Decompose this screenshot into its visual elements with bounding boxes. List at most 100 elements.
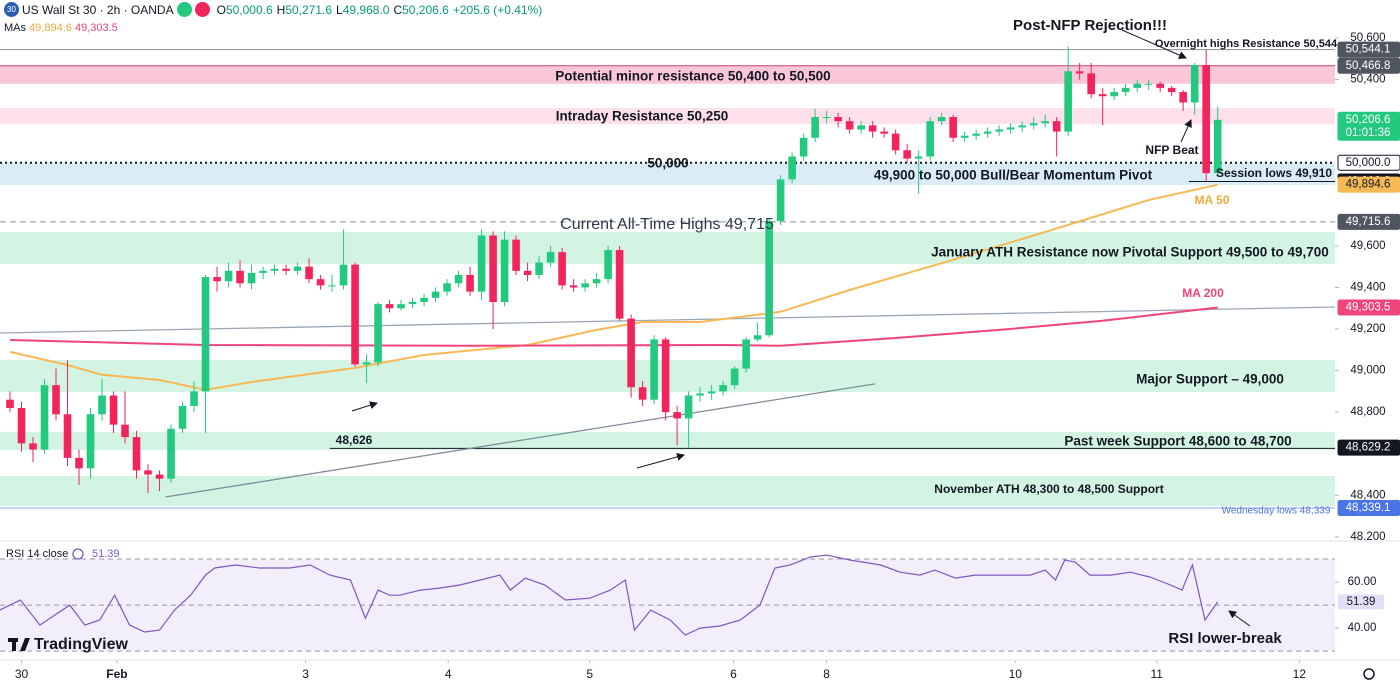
candle-body: [742, 339, 750, 369]
price-label-box: [1337, 299, 1400, 316]
y-tick-label: 49,400: [1350, 281, 1385, 293]
x-tick-label: 12: [1293, 667, 1307, 681]
arrow: [1228, 610, 1251, 627]
annotation: November ATH 48,300 to 48,500 Support: [934, 482, 1163, 496]
zone: [0, 231, 1335, 264]
price-label: 49,894.6: [1346, 179, 1391, 191]
candle-body: [190, 391, 198, 406]
candle-body: [385, 304, 394, 309]
candle-body: [684, 395, 693, 419]
candle-body: [1029, 123, 1038, 126]
moving-average: [9, 183, 1218, 391]
ohlc-value: 49,968.0: [342, 2, 390, 17]
candle-body: [328, 285, 336, 287]
ohlc-key: O: [216, 2, 226, 17]
candle-body: [673, 412, 681, 419]
price-label-box: [1337, 57, 1400, 74]
ma-value: 49,303.5: [74, 22, 118, 34]
price-label: 48,629.2: [1346, 442, 1391, 454]
candle-body: [213, 277, 221, 282]
candle-body: [546, 252, 555, 263]
candle-body: [1087, 73, 1095, 95]
candle-body: [776, 179, 785, 221]
candle-body: [167, 428, 175, 479]
symbol: US Wall St 30 · 2h · OANDA: [22, 2, 174, 17]
candle-body: [1121, 87, 1130, 93]
candle-body: [638, 387, 647, 400]
countdown: 01:01:36: [1346, 127, 1391, 139]
price-label-box: [1337, 41, 1400, 58]
candle-body: [305, 266, 313, 280]
candle-body: [1006, 127, 1015, 130]
annotation: Potential minor resistance 50,400 to 50,…: [555, 69, 830, 84]
candle-body: [891, 133, 900, 151]
candle-body: [811, 117, 819, 138]
candle-body: [903, 150, 911, 159]
ma-value: 49,894.6: [29, 22, 72, 34]
rsi-value: 51.39: [92, 548, 120, 560]
ohlc-key: C: [393, 2, 403, 17]
candle-body: [420, 297, 428, 303]
candle-body: [569, 285, 578, 288]
candle-body: [1064, 71, 1072, 132]
candle-body: [1179, 92, 1187, 103]
candle-body: [98, 395, 106, 415]
candle-body: [293, 266, 302, 271]
rsi-y-tick-label: 60.00: [1348, 576, 1377, 588]
candle-body: [282, 268, 290, 271]
brand: TradingView: [34, 636, 129, 653]
x-tick-label: 10: [1009, 667, 1023, 681]
moving-average: [9, 306, 1218, 347]
candle-body: [466, 274, 474, 292]
candle-body: [339, 264, 348, 286]
candle-body: [397, 304, 405, 309]
rsi-icon: [72, 548, 84, 560]
zones: [0, 66, 1335, 506]
price-label: 50,000.0: [1346, 157, 1391, 169]
candle-body: [1190, 65, 1199, 103]
lines: [0, 49, 1336, 509]
candle-body: [650, 339, 658, 400]
candle-body: [247, 272, 256, 284]
price-label-box: [1337, 439, 1400, 456]
candle-body: [535, 262, 543, 275]
candle-body: [6, 399, 14, 409]
candle-body: [1156, 83, 1164, 88]
y-tick-label: 49,600: [1350, 240, 1385, 252]
zone: [0, 431, 1335, 450]
symbol-badge: 30: [4, 2, 19, 17]
candle-body: [351, 264, 359, 365]
candle-body: [788, 156, 796, 180]
x-tick-label: Feb: [106, 667, 127, 681]
annotation: Current All-Time Highs 49,715: [560, 216, 774, 233]
price-label-box: [1337, 111, 1400, 141]
y-tick-label: 50,400: [1350, 74, 1385, 86]
settings-icon[interactable]: [1363, 668, 1375, 680]
candle-body: [121, 424, 129, 438]
rsi-value-box: [1338, 594, 1384, 610]
zone: [0, 475, 1335, 506]
candle-body: [29, 443, 37, 450]
candle-body: [558, 252, 566, 286]
candle-body: [822, 117, 831, 119]
ma-label: MA 200: [1182, 286, 1224, 300]
candle-body: [730, 368, 739, 386]
x-tick-label: 11: [1150, 667, 1163, 681]
annotation: NFP Beat: [1145, 143, 1198, 157]
annotation: Major Support – 49,000: [1136, 372, 1284, 387]
x-tick-label: 5: [586, 667, 593, 681]
annotation: 50,000: [647, 156, 688, 171]
candle-body: [868, 125, 877, 132]
ohlc-value: 50,206.6: [402, 2, 449, 17]
candle-body: [374, 304, 382, 363]
candle-body: [937, 117, 946, 122]
candle-body: [857, 125, 865, 130]
candle-body: [799, 137, 808, 157]
candle-body: [408, 302, 417, 305]
ohlc-value: 50,000.6: [225, 2, 273, 17]
candle-body: [454, 274, 463, 284]
candle-body: [132, 437, 141, 471]
zone: [0, 108, 1335, 125]
annotation: Post-NFP Rejection!!!: [1013, 17, 1167, 34]
